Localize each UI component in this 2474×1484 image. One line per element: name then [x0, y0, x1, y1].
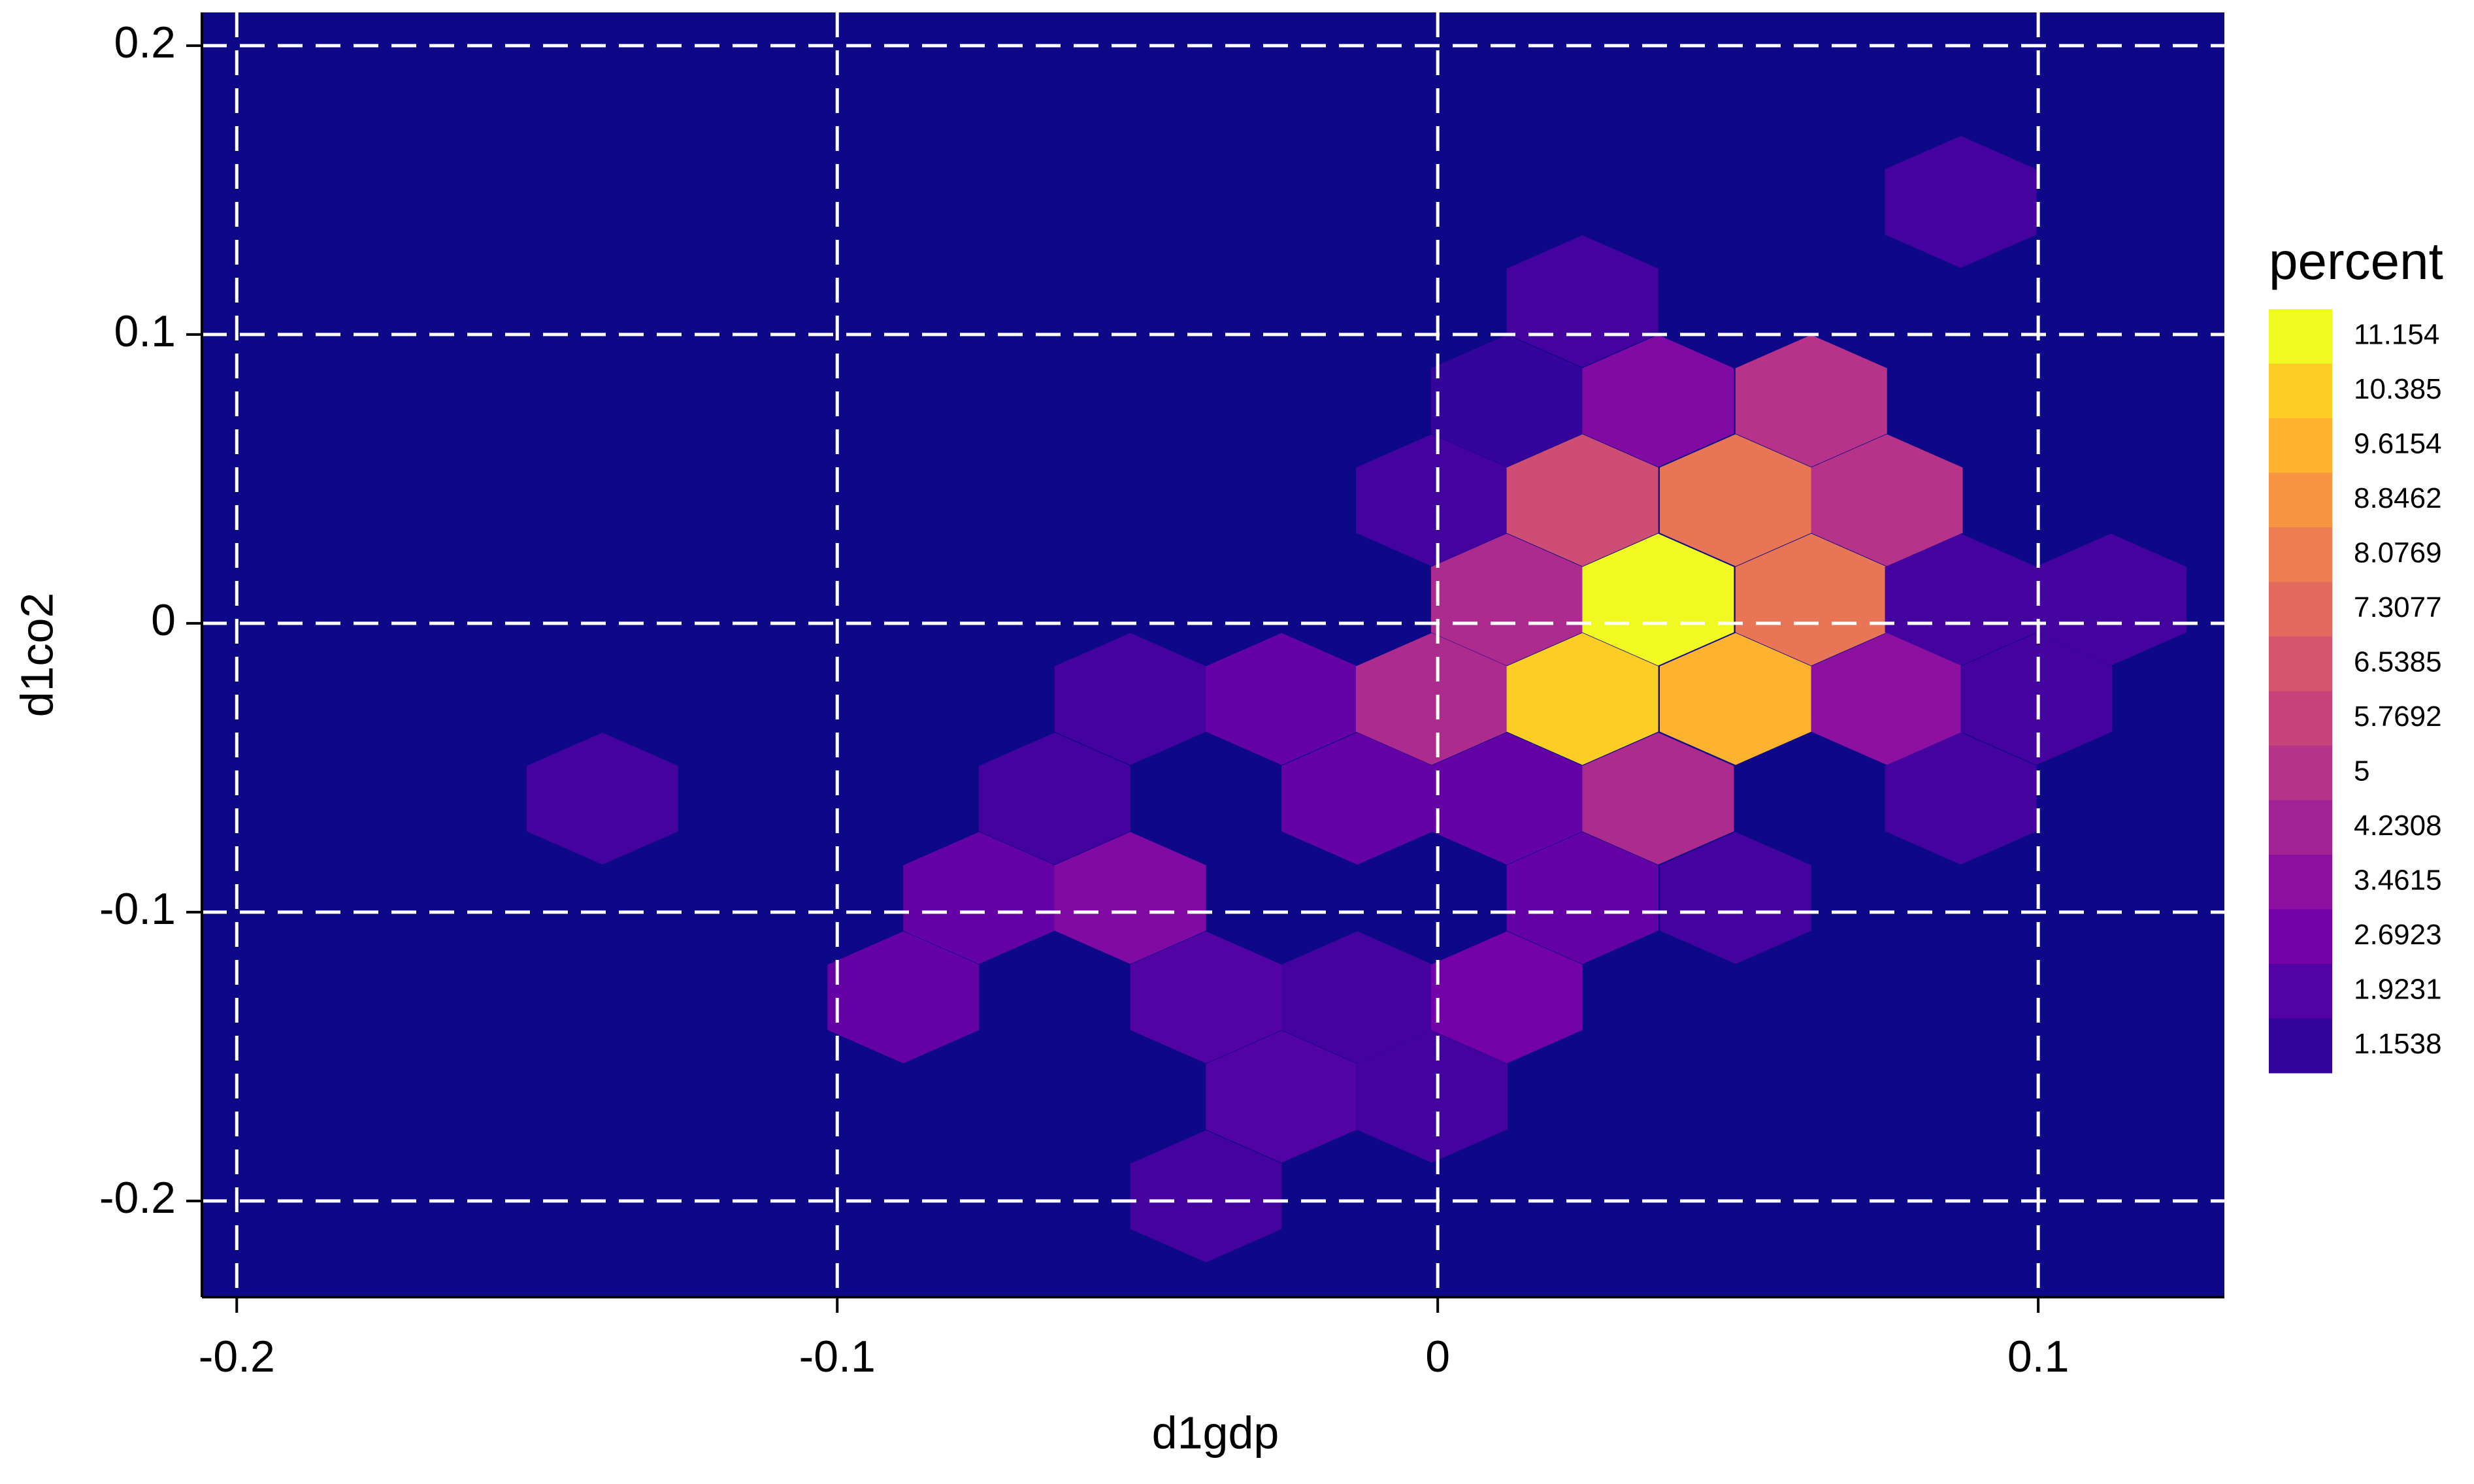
- hex-bin: [1582, 733, 1734, 865]
- y-axis-title: d1co2: [11, 593, 62, 717]
- hex-bin: [526, 733, 678, 865]
- hex-bin: [903, 832, 1055, 965]
- hex-bin: [1054, 633, 1206, 765]
- hex-bin: [1659, 633, 1811, 765]
- y-tick-label: 0.1: [114, 306, 176, 356]
- legend-label: 1.1538: [2354, 1028, 2442, 1060]
- legend-swatch: [2269, 636, 2332, 691]
- legend-label: 4.2308: [2354, 810, 2442, 842]
- hex-bin: [1355, 434, 1508, 567]
- hex-bin: [1206, 1031, 1358, 1163]
- hex-bin: [1430, 335, 1583, 467]
- x-tick-label: -0.1: [799, 1332, 876, 1381]
- x-tick-label: -0.2: [199, 1332, 275, 1381]
- legend-label: 6.5385: [2354, 646, 2442, 678]
- hex-bin: [1885, 135, 2037, 268]
- hex-bin: [1355, 633, 1508, 765]
- legend-label: 7.3077: [2354, 591, 2442, 623]
- legend-label: 10.385: [2354, 373, 2442, 405]
- hex-bin: [1735, 533, 1887, 666]
- hex-bin: [1811, 633, 1963, 765]
- hex-bin: [827, 931, 980, 1064]
- legend-swatch: [2269, 363, 2332, 419]
- legend-swatch: [2269, 472, 2332, 528]
- hex-bin: [1659, 832, 1811, 965]
- hex-bin: [2035, 533, 2187, 666]
- legend-label: 1.9231: [2354, 973, 2442, 1005]
- legend-label: 5: [2354, 755, 2369, 787]
- legend-label: 8.8462: [2354, 482, 2442, 514]
- legend-label: 3.4615: [2354, 864, 2442, 896]
- y-tick-label: 0: [151, 595, 176, 645]
- hex-bin: [1430, 533, 1583, 666]
- hex-bin: [978, 733, 1130, 865]
- legend-swatch: [2269, 309, 2332, 364]
- hex-bin: [1582, 335, 1734, 467]
- x-axis-title: d1gdp: [1152, 1407, 1279, 1458]
- hex-bin: [1735, 335, 1887, 467]
- hex-bin: [1054, 832, 1206, 965]
- y-tick-label: 0.2: [114, 18, 176, 67]
- hex-bin: [1430, 931, 1583, 1064]
- x-tick-label: 0: [1425, 1332, 1450, 1381]
- hex-bin: [1960, 633, 2113, 765]
- legend-swatch: [2269, 1018, 2332, 1074]
- hex-bin: [1281, 931, 1434, 1064]
- hex-bin: [1506, 633, 1658, 765]
- legend-swatch: [2269, 855, 2332, 910]
- legend-swatch: [2269, 800, 2332, 855]
- hex-bin: [1885, 733, 2037, 865]
- legend-label: 8.0769: [2354, 536, 2442, 569]
- legend-swatch: [2269, 582, 2332, 637]
- legend-swatch: [2269, 691, 2332, 746]
- hex-bin: [1506, 832, 1658, 965]
- hex-bin: [1281, 733, 1434, 865]
- hex-bin: [1206, 633, 1358, 765]
- hex-bin: [1659, 434, 1811, 567]
- hex-bin: [1130, 931, 1282, 1064]
- legend-swatch: [2269, 527, 2332, 582]
- y-tick-label: -0.1: [99, 884, 176, 934]
- x-tick-label: 0.1: [2007, 1332, 2070, 1381]
- hex-bin: [1430, 733, 1583, 865]
- legend-label: 9.6154: [2354, 427, 2442, 459]
- hex-bin: [1885, 533, 2037, 666]
- y-tick-label: -0.2: [99, 1173, 176, 1223]
- hex-bin: [1506, 434, 1658, 567]
- hex-bin: [1130, 1130, 1282, 1262]
- legend-swatch: [2269, 746, 2332, 800]
- hexes: [526, 135, 2187, 1262]
- legend-label: 11.154: [2354, 318, 2439, 350]
- hex-bin: [1355, 1031, 1508, 1163]
- legend-label: 5.7692: [2354, 701, 2442, 733]
- legend-swatch: [2269, 418, 2332, 473]
- legend-label: 2.6923: [2354, 919, 2442, 951]
- legend-title: percent: [2269, 232, 2443, 290]
- hex-bin: [1582, 533, 1734, 666]
- legend-swatch: [2269, 964, 2332, 1019]
- hex-bin: [1811, 434, 1963, 567]
- legend-swatch: [2269, 909, 2332, 965]
